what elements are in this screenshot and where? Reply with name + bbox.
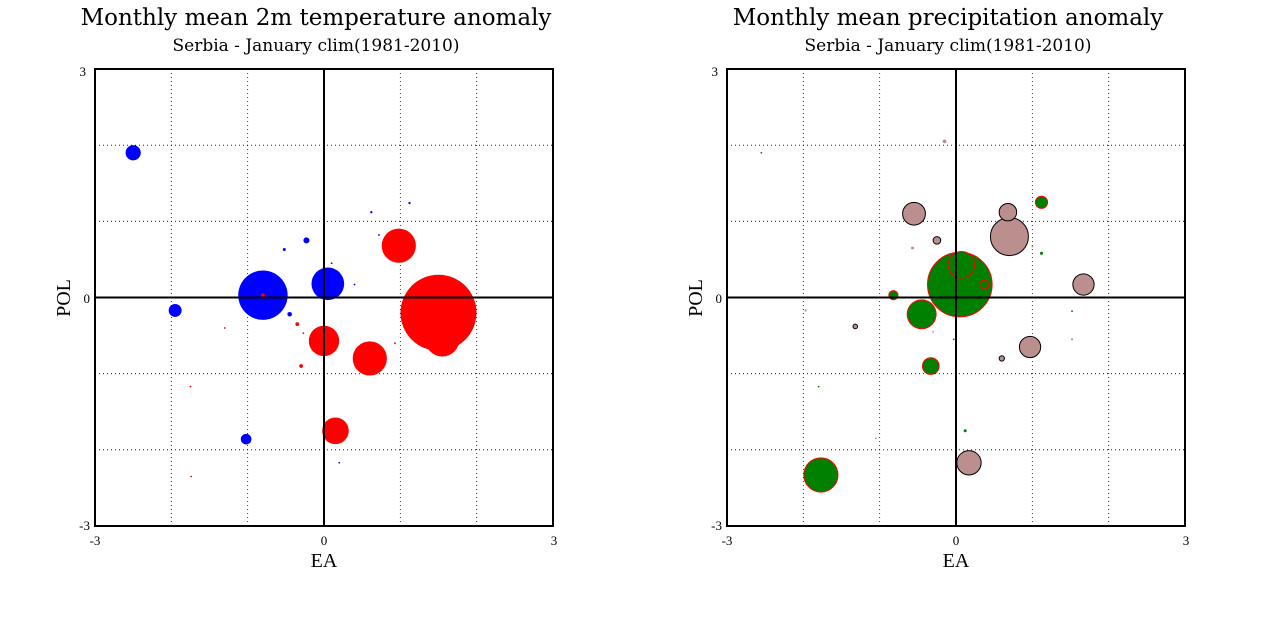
y-axis-label: POL	[53, 279, 75, 317]
x-tick-max: 3	[1183, 533, 1190, 548]
plot-border	[726, 68, 1186, 527]
x-axis-label: EA	[311, 550, 338, 572]
data-point	[261, 293, 265, 298]
data-point	[921, 357, 940, 375]
bubble-marks	[760, 139, 1095, 493]
y-tick-zero: 0	[716, 291, 723, 306]
data-point	[998, 202, 1018, 222]
chart-subtitle: Serbia - January clim(1981-2010)	[172, 36, 460, 56]
data-point	[804, 309, 807, 312]
data-point	[1071, 310, 1073, 313]
data-point	[394, 342, 396, 345]
data-point	[338, 461, 341, 464]
temperature-anomaly-panel: Monthly mean 2m temperature anomaly Serb…	[53, 5, 558, 572]
data-point	[852, 323, 859, 330]
x-tick-min: -3	[90, 533, 101, 548]
data-point	[240, 433, 252, 445]
data-point	[190, 475, 193, 478]
y-tick-min: -3	[711, 518, 722, 533]
chart-subtitle: Serbia - January clim(1981-2010)	[804, 36, 1092, 56]
data-point	[932, 330, 934, 333]
data-point	[287, 311, 292, 317]
data-point	[942, 139, 947, 144]
plot-frame	[94, 68, 554, 527]
data-point	[353, 283, 356, 286]
data-point	[189, 385, 192, 388]
data-point	[295, 322, 300, 327]
data-point	[932, 236, 942, 245]
data-point	[311, 267, 345, 301]
data-point	[906, 299, 937, 330]
data-point	[322, 417, 349, 445]
data-point	[956, 450, 982, 476]
data-point	[223, 327, 226, 329]
data-point	[803, 457, 839, 493]
data-point	[282, 247, 286, 252]
data-point	[947, 250, 976, 279]
plot-border	[94, 68, 554, 527]
y-tick-min: -3	[79, 518, 90, 533]
data-point	[1031, 245, 1034, 248]
data-point	[874, 437, 877, 440]
data-point	[299, 364, 303, 368]
y-tick-max: 3	[712, 64, 719, 79]
x-tick-zero: 0	[953, 533, 960, 548]
data-point	[425, 322, 460, 357]
data-point	[979, 279, 990, 290]
data-point	[1039, 251, 1044, 255]
x-tick-zero: 0	[321, 533, 328, 548]
data-point	[902, 201, 926, 226]
data-point	[330, 262, 333, 265]
x-tick-max: 3	[551, 533, 558, 548]
precipitation-scatter-plot: 3 0 -3 -3 0 3 EA POL	[685, 64, 1190, 572]
data-point	[989, 217, 1029, 257]
data-point	[963, 429, 967, 433]
y-tick-max: 3	[80, 64, 87, 79]
y-axis-label: POL	[685, 279, 707, 317]
data-point	[910, 246, 915, 250]
data-point	[303, 237, 310, 244]
data-point	[998, 355, 1005, 362]
data-point	[125, 145, 141, 161]
data-point	[408, 201, 411, 205]
temperature-scatter-plot: 3 0 -3 -3 0 3 EA POL	[53, 64, 558, 572]
data-point	[817, 385, 820, 388]
data-point	[381, 228, 416, 263]
data-point	[760, 151, 763, 154]
data-point	[302, 332, 305, 335]
data-point	[378, 234, 380, 236]
data-point	[168, 303, 182, 317]
data-point	[1034, 195, 1049, 209]
data-point	[1018, 335, 1042, 359]
x-tick-min: -3	[722, 533, 733, 548]
data-point	[370, 211, 373, 214]
chart-title: Monthly mean 2m temperature anomaly	[80, 5, 552, 31]
data-point	[952, 338, 955, 341]
data-point	[352, 341, 387, 376]
plot-frame	[726, 68, 1186, 527]
data-point	[1070, 338, 1074, 341]
data-point	[1072, 273, 1095, 296]
bubble-marks	[125, 145, 477, 478]
chart-title: Monthly mean precipitation anomaly	[732, 5, 1164, 31]
precipitation-anomaly-panel: Monthly mean precipitation anomaly Serbi…	[632, 0, 1264, 622]
y-tick-zero: 0	[84, 291, 91, 306]
x-axis-label: EA	[943, 550, 970, 572]
